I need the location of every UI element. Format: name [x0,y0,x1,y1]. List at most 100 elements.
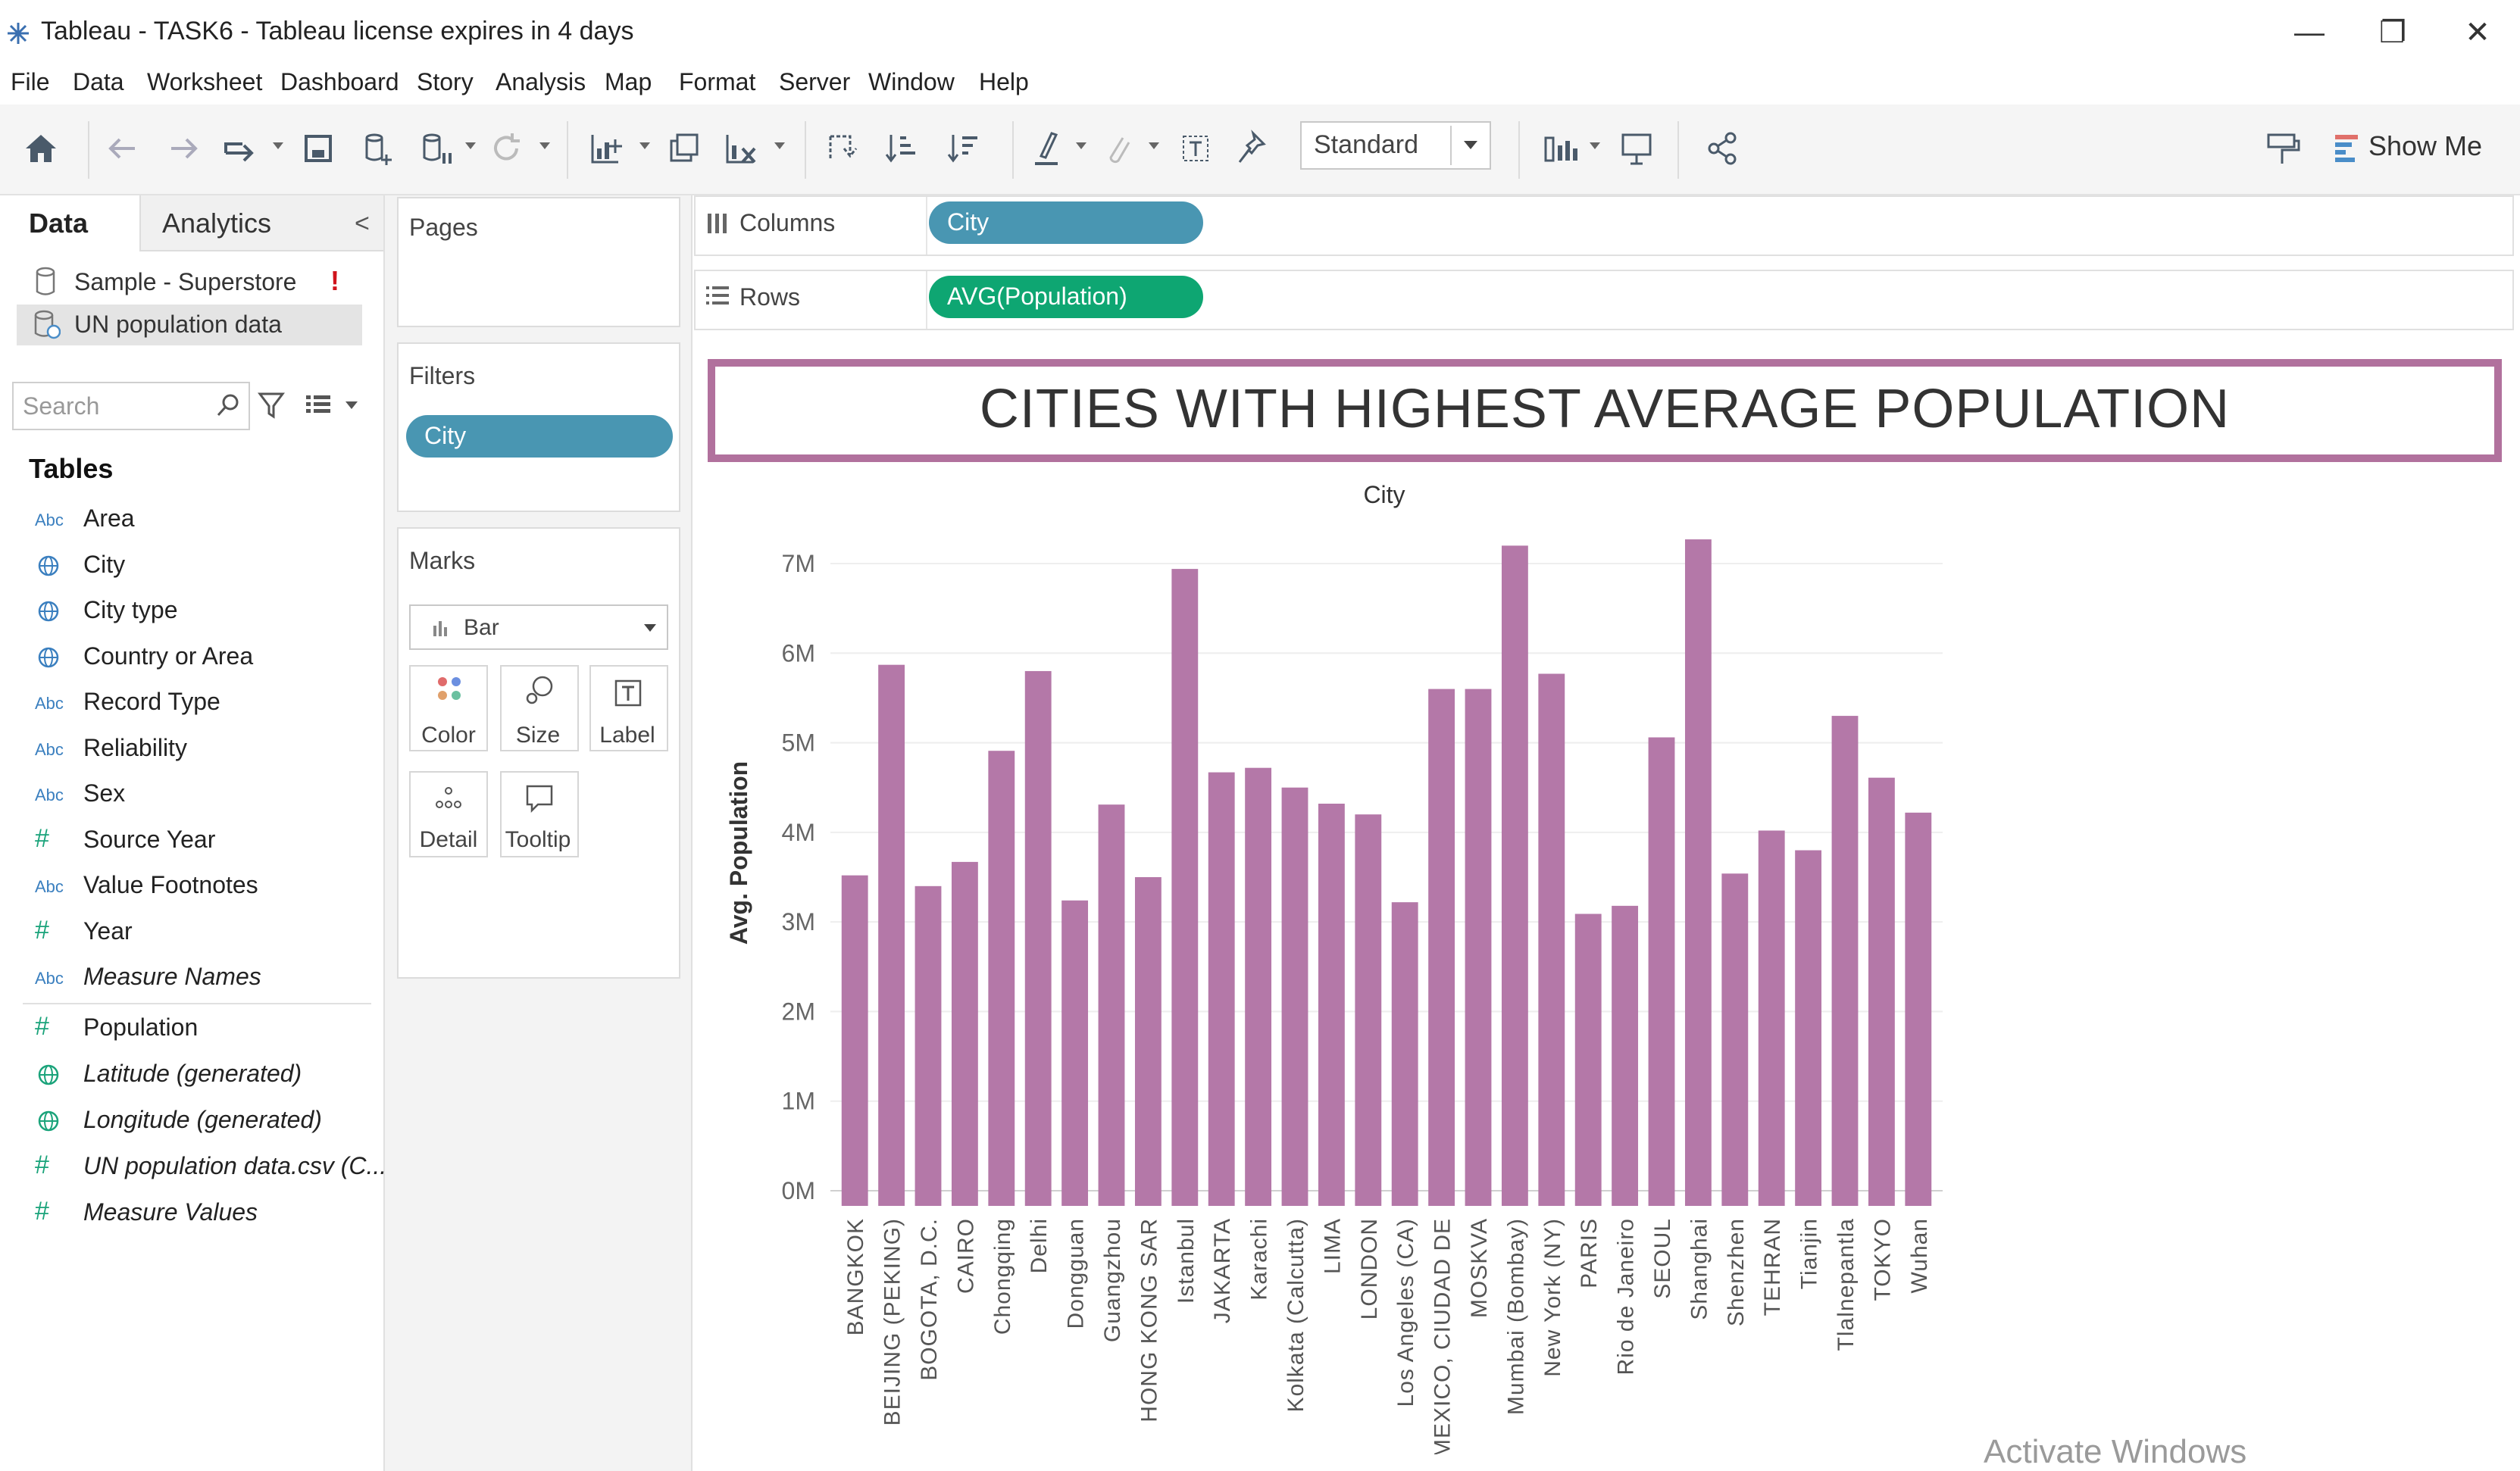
bar[interactable] [1501,545,1528,1206]
refresh-icon[interactable] [485,127,527,170]
bar[interactable] [1134,877,1162,1206]
close-button[interactable]: ✕ [2465,16,2490,49]
chevron-down-icon[interactable] [1464,141,1477,149]
bar[interactable] [1684,539,1712,1206]
replay-icon[interactable] [220,127,262,170]
field-area[interactable] [30,498,379,541]
format-painter-icon[interactable] [2261,127,2303,170]
menu-dashboard[interactable]: Dashboard [280,68,399,95]
show-me-icon[interactable] [2334,127,2361,170]
label-button[interactable] [589,665,668,751]
bar[interactable] [1795,850,1822,1206]
fix-axes-icon[interactable] [1230,127,1273,170]
field-sex[interactable] [30,773,379,816]
search-icon[interactable] [215,392,241,418]
menu-window[interactable]: Window [868,68,955,95]
home-icon[interactable] [20,127,62,170]
bar[interactable] [1465,689,1492,1206]
bar[interactable] [1758,830,1785,1206]
menu-help[interactable]: Help [979,68,1029,95]
bar[interactable] [951,861,978,1206]
bar[interactable] [1355,814,1382,1206]
presentation-icon[interactable] [1615,127,1658,170]
menu-analysis[interactable]: Analysis [496,68,586,95]
share-icon[interactable] [1702,127,1744,170]
bar[interactable] [1391,902,1418,1206]
menu-story[interactable]: Story [417,68,474,95]
chevron-down-icon[interactable] [345,401,358,409]
pages-card[interactable] [397,197,680,327]
numeric-type-icon: # [35,1197,49,1226]
menu-map[interactable]: Map [605,68,652,95]
rows-pill-avg-population[interactable]: AVG(Population) [929,276,1203,318]
bar[interactable] [1868,777,1895,1206]
marks-card [397,527,680,979]
sort-descending-icon[interactable] [943,127,985,170]
filter-icon[interactable] [258,391,285,420]
bar[interactable] [1831,716,1859,1206]
tab-analytics[interactable] [139,195,383,251]
new-worksheet-icon[interactable] [585,127,627,170]
color-button[interactable] [409,665,488,751]
field-reliability[interactable] [30,728,379,770]
bar[interactable] [878,664,905,1206]
menu-data[interactable]: Data [73,68,124,95]
menu-server[interactable]: Server [779,68,851,95]
datasource-un-population[interactable] [17,305,362,345]
clear-icon[interactable] [720,127,762,170]
bar[interactable] [1061,900,1089,1206]
swap-icon[interactable] [820,127,862,170]
sort-ascending-icon[interactable] [880,127,923,170]
bar[interactable] [1648,737,1675,1206]
collapse-pane-icon[interactable]: < [355,209,370,238]
bar[interactable] [1171,569,1199,1206]
size-button[interactable] [500,665,579,751]
bar[interactable] [1538,673,1565,1206]
highlight-icon[interactable] [1027,127,1070,170]
bar[interactable] [1024,670,1052,1206]
chevron-down-icon[interactable] [644,624,656,632]
bar[interactable] [1428,689,1455,1206]
new-datasource-icon[interactable] [356,127,399,170]
tab-data[interactable] [0,195,139,251]
bar[interactable] [1721,873,1749,1206]
show-me-button[interactable]: Show Me [2368,130,2483,161]
search-input[interactable] [12,382,250,430]
redo-icon[interactable] [162,127,205,170]
detail-button[interactable] [409,771,488,857]
field-population[interactable] [30,1007,379,1050]
pause-autoupdate-icon[interactable] [415,127,458,170]
show-labels-icon[interactable] [1174,127,1217,170]
restore-button[interactable]: ❐ [2379,16,2406,49]
marks-card-title: Marks [409,547,476,574]
mark-type-select[interactable] [409,604,668,650]
bar[interactable] [915,885,942,1206]
bar[interactable] [1098,804,1125,1206]
minimize-button[interactable]: — [2294,16,2325,49]
bar[interactable] [1208,772,1235,1206]
bar[interactable] [1574,914,1602,1206]
bar[interactable] [1281,787,1308,1206]
bar[interactable] [1905,812,1932,1206]
menu-format[interactable]: Format [679,68,756,95]
undo-icon[interactable] [102,127,144,170]
menu-worksheet[interactable]: Worksheet [147,68,263,95]
bar[interactable] [1612,905,1639,1206]
group-icon[interactable] [1097,127,1140,170]
filter-pill-city[interactable]: City [406,415,673,458]
save-icon[interactable] [297,127,339,170]
bar[interactable] [1318,804,1345,1206]
field-city-type[interactable] [30,590,379,632]
columns-pill-city[interactable]: City [929,201,1203,244]
bar[interactable] [988,751,1015,1206]
view-options-icon[interactable] [305,392,332,417]
fit-select[interactable] [1300,121,1491,170]
show-hide-cards-icon[interactable] [1540,127,1582,170]
columns-icon [708,214,727,233]
field-city[interactable] [30,545,379,587]
bar[interactable] [1245,767,1272,1206]
duplicate-icon[interactable] [662,127,705,170]
field-year[interactable] [30,911,379,954]
bar[interactable] [841,875,868,1206]
menu-file[interactable]: File [11,68,50,95]
